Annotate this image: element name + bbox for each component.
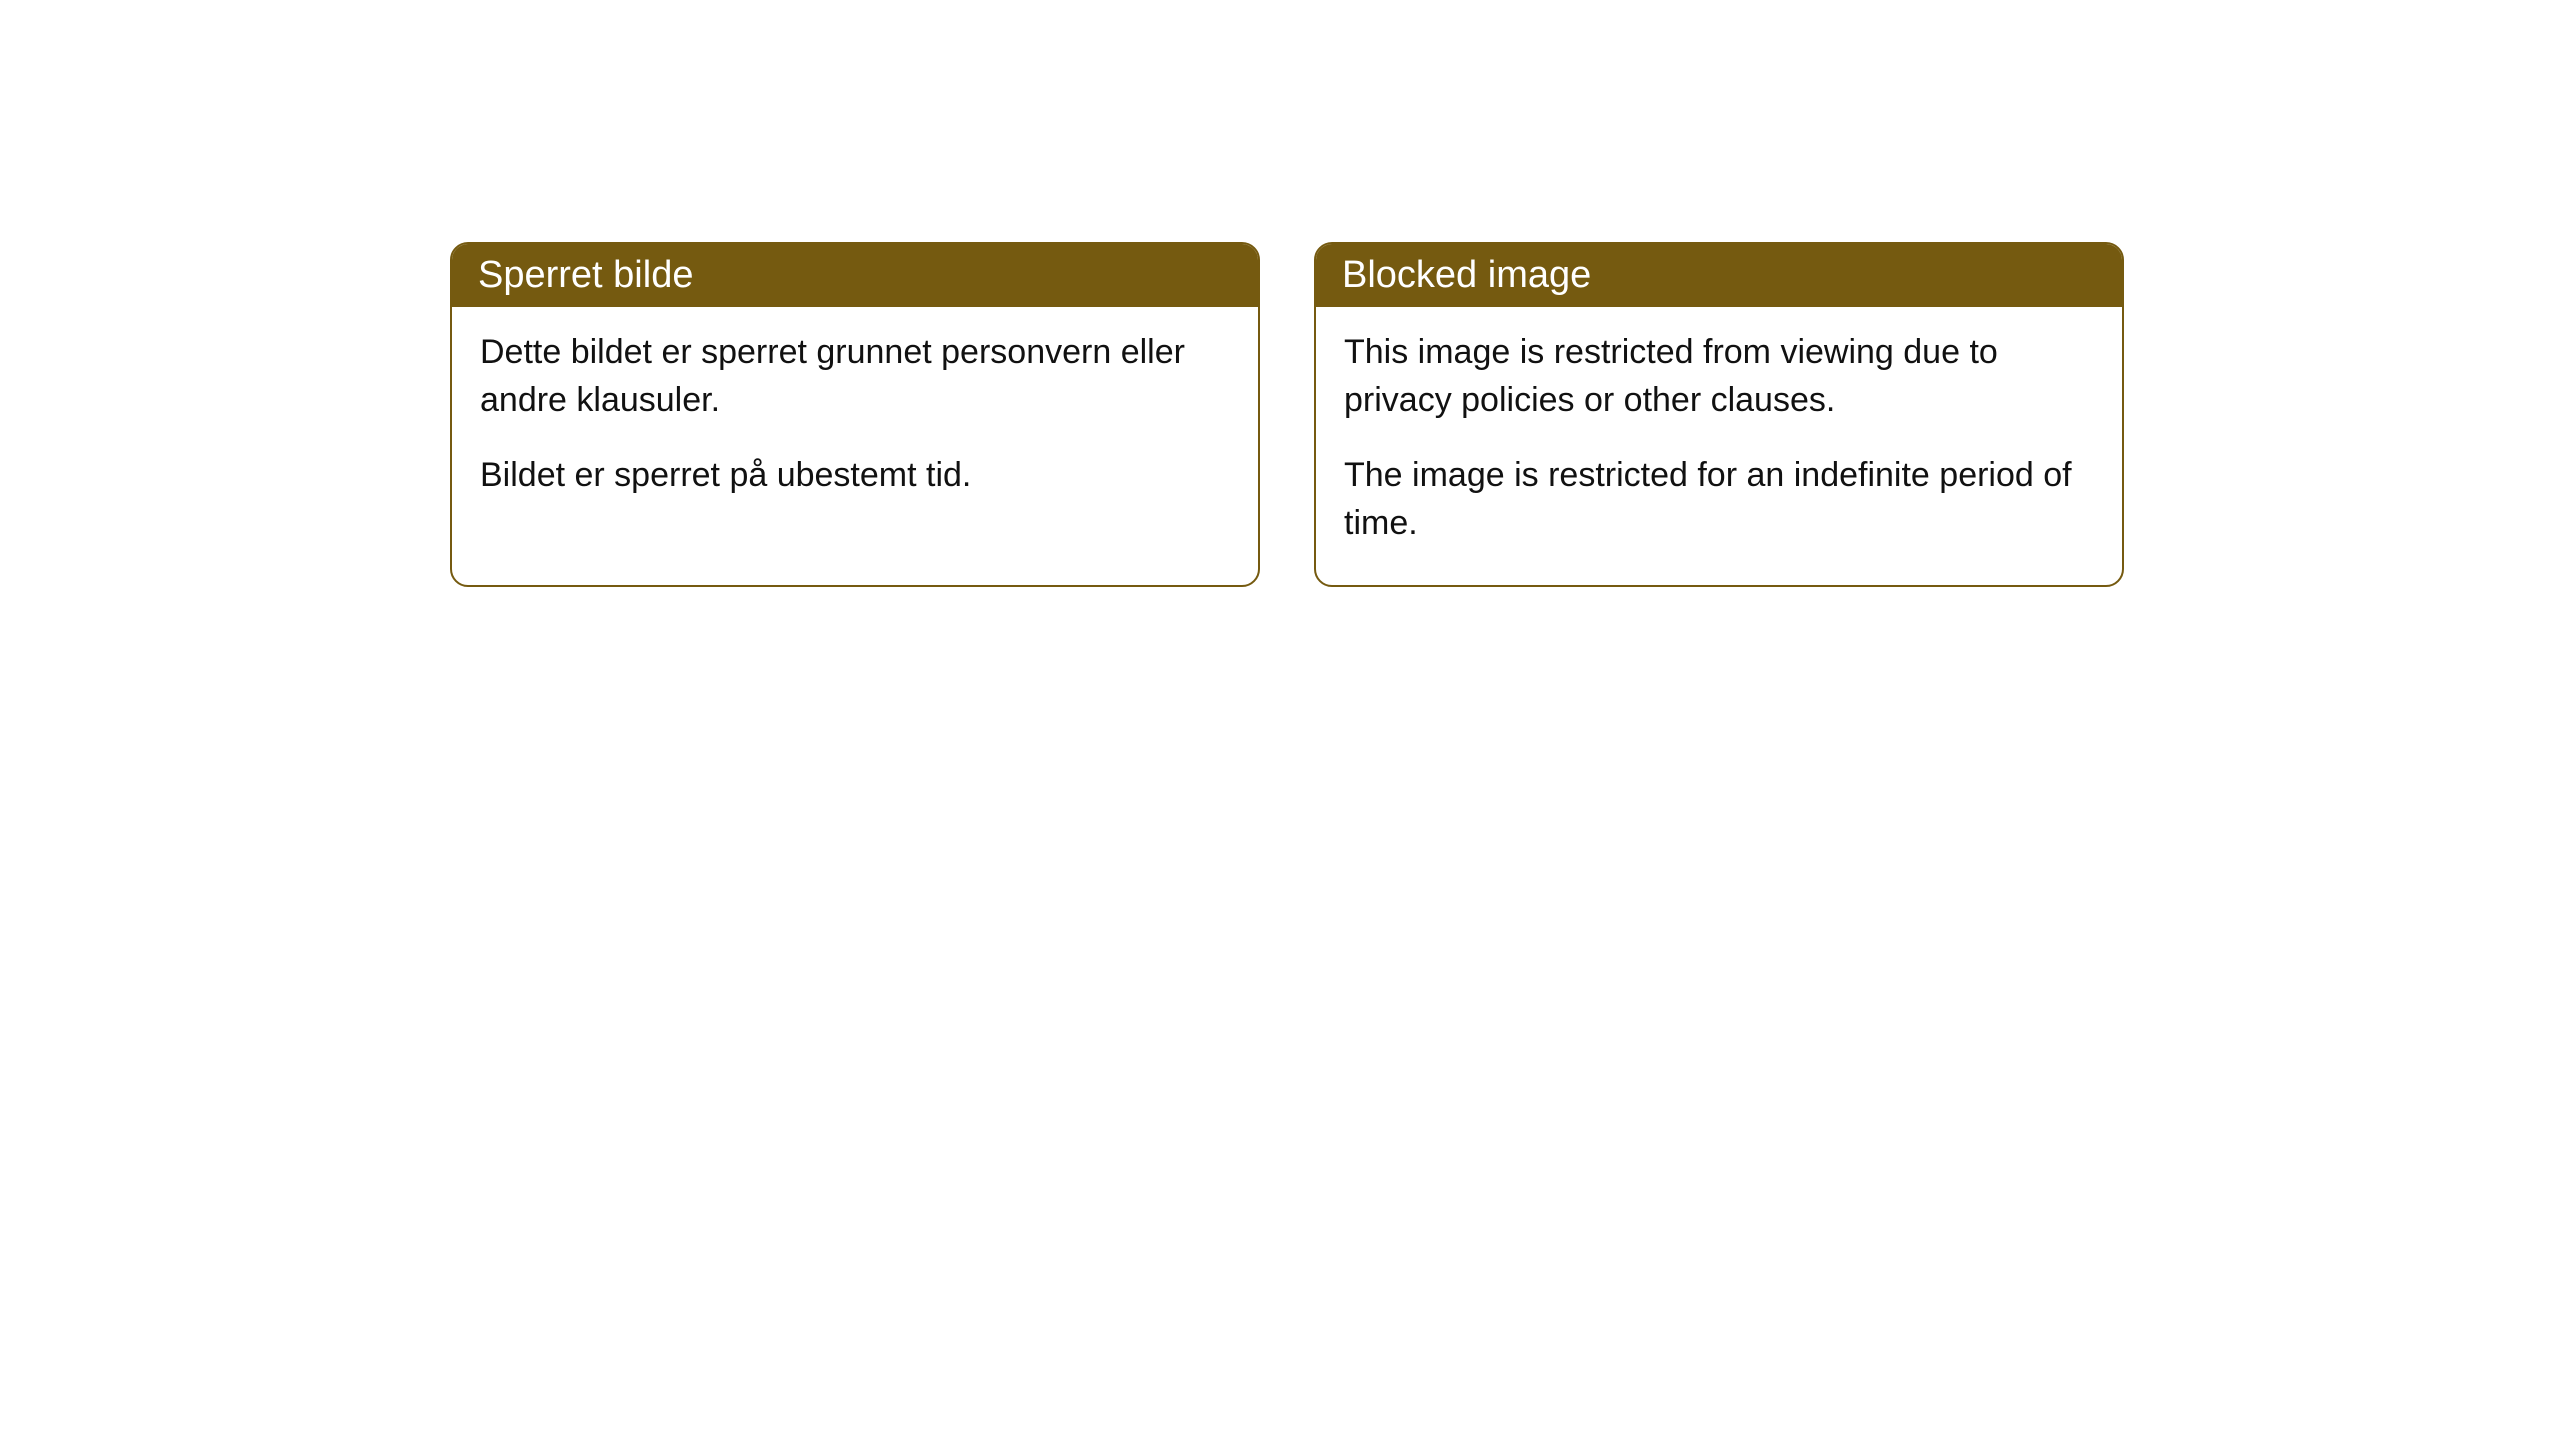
card-title: Sperret bilde bbox=[478, 254, 693, 296]
card-paragraph: Bildet er sperret på ubestemt tid. bbox=[480, 452, 1230, 500]
card-header: Sperret bilde bbox=[452, 244, 1258, 307]
card-paragraph: The image is restricted for an indefinit… bbox=[1344, 452, 2094, 547]
card-header: Blocked image bbox=[1316, 244, 2122, 307]
card-paragraph: This image is restricted from viewing du… bbox=[1344, 329, 2094, 424]
blocked-image-card-norwegian: Sperret bilde Dette bildet er sperret gr… bbox=[450, 242, 1260, 587]
card-body: Dette bildet er sperret grunnet personve… bbox=[452, 307, 1258, 538]
card-title: Blocked image bbox=[1342, 254, 1591, 296]
cards-container: Sperret bilde Dette bildet er sperret gr… bbox=[0, 0, 2560, 587]
blocked-image-card-english: Blocked image This image is restricted f… bbox=[1314, 242, 2124, 587]
card-paragraph: Dette bildet er sperret grunnet personve… bbox=[480, 329, 1230, 424]
card-body: This image is restricted from viewing du… bbox=[1316, 307, 2122, 585]
